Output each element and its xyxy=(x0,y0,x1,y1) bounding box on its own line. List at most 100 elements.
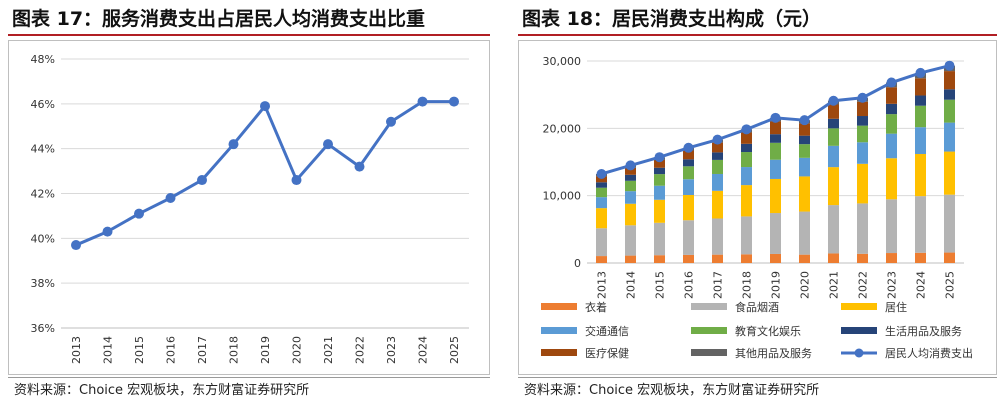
legend-label: 居住 xyxy=(885,300,907,314)
legend-label: 教育文化娱乐 xyxy=(735,324,801,338)
service-share-point xyxy=(386,116,396,127)
bar-segment xyxy=(741,185,752,217)
bar-segment xyxy=(886,199,897,254)
total-expenditure-point xyxy=(915,67,926,78)
bar-segment xyxy=(683,159,694,167)
bar-segment xyxy=(625,167,636,175)
bar-segment xyxy=(741,152,752,168)
bar-segment xyxy=(683,254,694,263)
bar-segment xyxy=(683,220,694,255)
bar-segment xyxy=(625,225,636,256)
y-tick-label: 38% xyxy=(31,277,55,290)
bar-segment xyxy=(596,197,607,209)
bar-segment xyxy=(915,105,926,128)
legend-label: 衣着 xyxy=(585,300,607,314)
bar-segment xyxy=(799,176,810,212)
left-title-rule xyxy=(8,34,490,36)
bar-segment xyxy=(886,103,897,115)
bar-segment xyxy=(799,144,810,158)
y-tick-label: 10,000 xyxy=(543,190,582,203)
x-tick-label: 2022 xyxy=(857,271,870,299)
bar-segment xyxy=(770,253,781,263)
total-expenditure-point xyxy=(828,95,839,106)
consumption-composition-stacked-chart: 0 10,000 20,000 30,000 2013 2014 2015 2016 2017 2… xyxy=(541,55,973,360)
service-share-point xyxy=(134,208,144,219)
y-tick-label: 42% xyxy=(31,188,55,201)
bar-segment xyxy=(654,174,665,186)
x-tick-label: 2014 xyxy=(102,336,115,364)
bar-segment xyxy=(828,205,839,254)
bar-segment xyxy=(915,252,926,263)
left-figure-panel: 图表 17：服务消费支出占居民人均消费支出比重 36% 38% 40% 42% 44% 4… xyxy=(0,0,490,400)
x-tick-label: 2021 xyxy=(828,271,841,299)
left-source-note: 资料来源：Choice 宏观板块，东方财富证券研究所 xyxy=(14,383,310,398)
bar-segment xyxy=(799,157,810,177)
bar-segment xyxy=(683,194,694,221)
service-share-line xyxy=(75,100,454,247)
legend-line-marker xyxy=(854,348,864,358)
bar-segment xyxy=(799,135,810,145)
legend-swatch xyxy=(691,349,727,356)
bar-segment xyxy=(712,142,723,153)
x-tick-label: 2023 xyxy=(886,271,899,299)
bar-segment xyxy=(944,71,955,90)
legend-label: 生活用品及服务 xyxy=(885,324,962,338)
y-tick-label: 20,000 xyxy=(543,122,582,135)
bar-segment xyxy=(828,128,839,146)
bar-segment xyxy=(625,203,636,226)
total-expenditure-point xyxy=(799,115,810,126)
bar-segment xyxy=(683,166,694,180)
x-tick-label: 2015 xyxy=(654,271,667,299)
right-bottom-rule xyxy=(518,377,997,378)
bar-segment xyxy=(741,254,752,263)
legend-swatch xyxy=(541,349,577,356)
bar-segment xyxy=(712,254,723,263)
service-share-line-chart: 36% 38% 40% 42% 44% 46% 48% 2013 2014 2015 2016 201… xyxy=(31,53,469,364)
bar-segment xyxy=(915,127,926,154)
legend-label: 医疗保健 xyxy=(585,346,629,360)
total-expenditure-point xyxy=(712,134,723,145)
bar-segment xyxy=(654,159,665,168)
bar-segment xyxy=(654,185,665,200)
y-tick-label: 0 xyxy=(574,257,581,270)
legend-swatch xyxy=(541,327,577,334)
y-tick-label: 48% xyxy=(31,53,55,66)
x-tick-label: 2025 xyxy=(448,336,461,364)
service-share-point xyxy=(102,226,113,237)
bar-segment xyxy=(712,152,723,160)
service-share-point xyxy=(354,161,365,172)
bar-segment xyxy=(654,167,665,175)
bar-segment xyxy=(828,253,839,263)
bar-segment xyxy=(828,145,839,168)
total-expenditure-point xyxy=(654,152,665,163)
x-tick-label: 2017 xyxy=(196,336,209,364)
legend-swatch xyxy=(841,303,877,310)
x-tick-label: 2024 xyxy=(915,271,928,299)
bar-segment xyxy=(857,203,868,254)
legend-label: 其他用品及服务 xyxy=(735,347,812,360)
legend-swatch xyxy=(841,327,877,334)
left-bottom-rule xyxy=(8,377,490,378)
bar-segment xyxy=(799,123,810,136)
bar-segment xyxy=(625,255,636,263)
bar-segment xyxy=(857,163,868,204)
left-figure-title: 图表 17：服务消费支出占居民人均消费支出比重 xyxy=(12,8,426,30)
bar-segment xyxy=(596,187,607,198)
total-expenditure-point xyxy=(944,60,955,71)
bar-segment xyxy=(683,179,694,195)
bar-segment xyxy=(770,142,781,160)
service-share-point xyxy=(228,139,239,150)
bar-segment xyxy=(654,199,665,223)
bar-segment xyxy=(857,142,868,164)
x-tick-label: 2025 xyxy=(944,271,957,299)
bar-segment xyxy=(944,89,955,100)
bar-segment xyxy=(944,122,955,152)
bar-segment xyxy=(741,216,752,255)
right-source-note: 资料来源：Choice 宏观板块，东方财富证券研究所 xyxy=(524,383,820,398)
y-tick-label: 44% xyxy=(31,143,55,156)
bar-segment xyxy=(915,196,926,253)
x-tick-label: 2021 xyxy=(322,336,335,364)
total-expenditure-point xyxy=(886,77,897,88)
right-figure-panel: 图表 18：居民消费支出构成（元） 0 10,000 20,000 30,000 201… xyxy=(510,0,997,400)
bar-segment xyxy=(828,104,839,119)
